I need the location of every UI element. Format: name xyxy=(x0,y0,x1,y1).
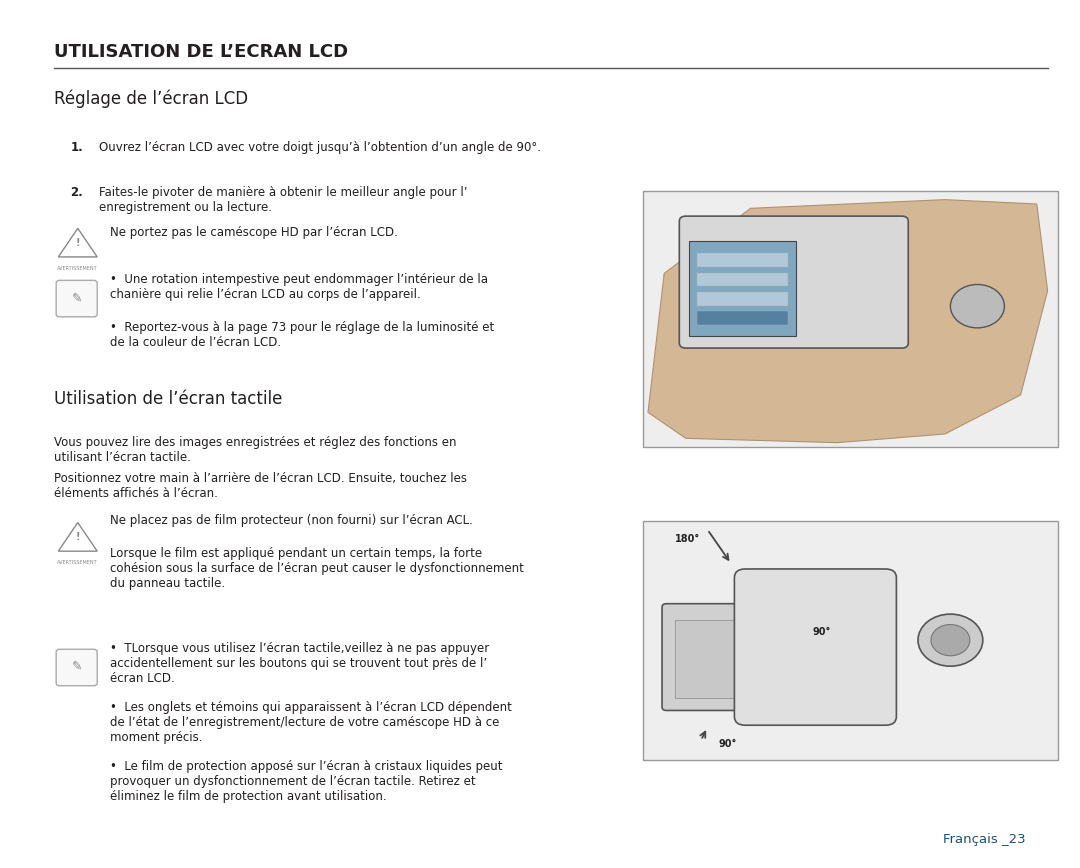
FancyBboxPatch shape xyxy=(56,280,97,317)
Polygon shape xyxy=(648,200,1048,443)
FancyBboxPatch shape xyxy=(675,620,744,698)
Text: Positionnez votre main à l’arrière de l’écran LCD. Ensuite, touchez les
éléments: Positionnez votre main à l’arrière de l’… xyxy=(54,472,467,500)
Text: AVERTISSEMENT: AVERTISSEMENT xyxy=(57,560,98,565)
Text: Utilisation de l’écran tactile: Utilisation de l’écran tactile xyxy=(54,390,282,408)
Text: 90°: 90° xyxy=(718,739,737,749)
Text: Ne portez pas le caméscope HD par l’écran LCD.: Ne portez pas le caméscope HD par l’écra… xyxy=(110,226,399,239)
Text: Réglage de l’écran LCD: Réglage de l’écran LCD xyxy=(54,90,248,108)
Text: 2.: 2. xyxy=(70,186,83,199)
Text: Français _23: Français _23 xyxy=(943,833,1026,846)
Text: 90°: 90° xyxy=(812,628,831,637)
FancyBboxPatch shape xyxy=(679,216,908,348)
Text: 180°: 180° xyxy=(675,534,700,544)
Text: AVERTISSEMENT: AVERTISSEMENT xyxy=(57,266,98,271)
FancyBboxPatch shape xyxy=(697,311,788,325)
FancyBboxPatch shape xyxy=(643,191,1058,447)
Text: Faites-le pivoter de manière à obtenir le meilleur angle pour l’
enregistrement : Faites-le pivoter de manière à obtenir l… xyxy=(99,186,468,214)
Text: Vous pouvez lire des images enregistrées et réglez des fonctions en
utilisant l’: Vous pouvez lire des images enregistrées… xyxy=(54,436,457,464)
Text: •  TLorsque vous utilisez l’écran tactile,veillez à ne pas appuyer
accidentellem: • TLorsque vous utilisez l’écran tactile… xyxy=(110,642,489,686)
FancyBboxPatch shape xyxy=(697,273,788,286)
Text: •  Une rotation intempestive peut endommager l’intérieur de la
chanière qui reli: • Une rotation intempestive peut endomma… xyxy=(110,273,488,301)
Text: ✎: ✎ xyxy=(71,292,82,304)
Circle shape xyxy=(950,285,1004,328)
Text: Ne placez pas de film protecteur (non fourni) sur l’écran ACL.: Ne placez pas de film protecteur (non fo… xyxy=(110,514,473,527)
Text: Lorsque le film est appliqué pendant un certain temps, la forte
cohésion sous la: Lorsque le film est appliqué pendant un … xyxy=(110,547,524,590)
Text: Ouvrez l’écran LCD avec votre doigt jusqu’à l’obtention d’un angle de 90°.: Ouvrez l’écran LCD avec votre doigt jusq… xyxy=(99,141,541,154)
Text: •  Reportez-vous à la page 73 pour le réglage de la luminosité et
de la couleur : • Reportez-vous à la page 73 pour le rég… xyxy=(110,321,495,349)
FancyBboxPatch shape xyxy=(689,241,796,336)
Text: ✎: ✎ xyxy=(71,661,82,673)
FancyBboxPatch shape xyxy=(697,253,788,267)
FancyBboxPatch shape xyxy=(643,521,1058,760)
Text: UTILISATION DE L’ECRAN LCD: UTILISATION DE L’ECRAN LCD xyxy=(54,43,348,61)
Text: !: ! xyxy=(76,532,80,542)
FancyBboxPatch shape xyxy=(734,569,896,726)
Text: •  Le film de protection apposé sur l’écran à cristaux liquides peut
provoquer u: • Le film de protection apposé sur l’écr… xyxy=(110,760,502,804)
FancyBboxPatch shape xyxy=(662,604,757,710)
Text: •  Les onglets et témoins qui apparaissent à l’écran LCD dépendent
de l’état de : • Les onglets et témoins qui apparaissen… xyxy=(110,701,512,745)
FancyBboxPatch shape xyxy=(697,292,788,306)
Circle shape xyxy=(931,625,970,656)
FancyBboxPatch shape xyxy=(56,649,97,686)
Text: 1.: 1. xyxy=(70,141,83,154)
Circle shape xyxy=(918,615,983,667)
Text: !: ! xyxy=(76,238,80,248)
